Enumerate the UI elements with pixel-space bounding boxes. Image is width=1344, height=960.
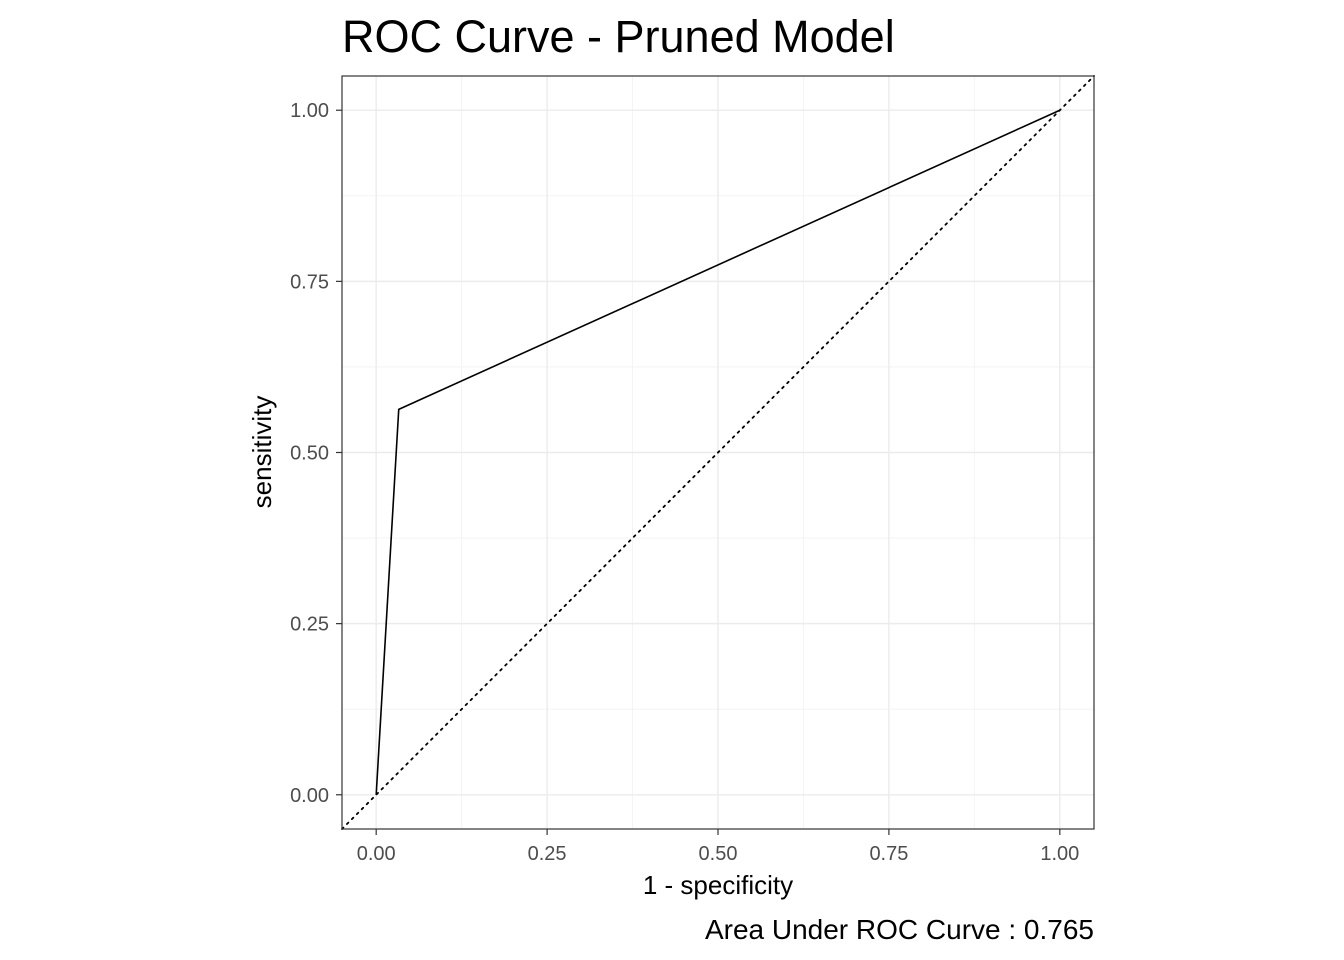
reference-layer bbox=[341, 75, 1095, 830]
y-tick-label: 0.25 bbox=[290, 614, 329, 636]
reference-diagonal-line bbox=[341, 75, 1095, 830]
x-tick-label: 1.00 bbox=[1040, 843, 1079, 865]
auc-caption: Area Under ROC Curve : 0.765 bbox=[705, 914, 1094, 945]
y-tick-label: 0.75 bbox=[290, 271, 329, 293]
x-tick-label: 0.00 bbox=[357, 843, 396, 865]
x-axis: 0.00 0.25 0.50 0.75 1.00 bbox=[357, 829, 1079, 865]
y-axis-title: sensitivity bbox=[247, 396, 277, 509]
y-tick-label: 0.00 bbox=[290, 785, 329, 807]
y-tick-label: 1.00 bbox=[290, 100, 329, 122]
x-tick-label: 0.75 bbox=[869, 843, 908, 865]
x-axis-title: 1 - specificity bbox=[643, 870, 793, 900]
y-axis: 0.00 0.25 0.50 0.75 1.00 bbox=[290, 100, 342, 807]
x-tick-label: 0.25 bbox=[528, 843, 567, 865]
x-tick-label: 0.50 bbox=[699, 843, 738, 865]
plot-panel bbox=[341, 75, 1095, 830]
roc-curve-line bbox=[375, 109, 1061, 795]
series-layer bbox=[375, 109, 1061, 795]
chart-title: ROC Curve - Pruned Model bbox=[342, 11, 895, 62]
y-tick-label: 0.50 bbox=[290, 443, 329, 465]
